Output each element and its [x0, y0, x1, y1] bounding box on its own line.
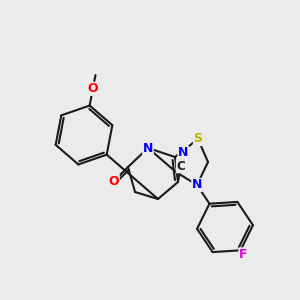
Text: C: C: [176, 160, 185, 173]
Text: N: N: [178, 146, 188, 159]
Text: S: S: [194, 133, 202, 146]
Text: N: N: [192, 178, 202, 191]
Text: O: O: [88, 82, 98, 95]
Text: O: O: [109, 175, 119, 188]
Text: F: F: [239, 248, 248, 261]
Text: N: N: [143, 142, 153, 154]
